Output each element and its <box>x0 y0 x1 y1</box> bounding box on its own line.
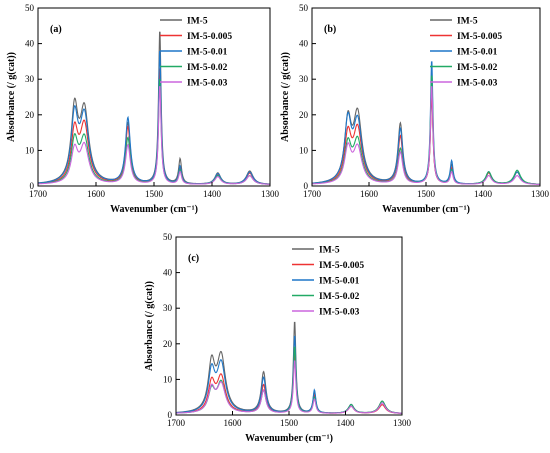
legend-label: IM-5-0.005 <box>457 32 502 42</box>
legend-label: IM-5 <box>319 246 340 256</box>
legend-label: IM-5-0.005 <box>319 261 364 271</box>
legend-label: IM-5 <box>187 17 208 27</box>
series-line-im-5-0-005 <box>38 68 270 185</box>
y-tick-label: 40 <box>163 268 173 278</box>
legend-label: IM-5-0.02 <box>319 292 360 302</box>
series-line-im-5-0-02 <box>176 346 402 414</box>
legend: IM-5 IM-5-0.005 IM-5-0.01 IM-5-0.02 IM-5-0.0… <box>430 17 502 89</box>
y-tick-label: 30 <box>163 303 173 313</box>
legend-label: IM-5-0.03 <box>457 79 498 89</box>
x-axis-label: Wavenumber (cm⁻¹) <box>382 204 470 215</box>
x-tick-label: 1400 <box>203 189 222 199</box>
series-line-im-5-0-01 <box>312 61 540 185</box>
y-tick-label: 10 <box>299 145 309 155</box>
legend-label: IM-5-0.01 <box>457 48 498 58</box>
series-line-im-5-0-03 <box>312 86 540 185</box>
panel-label: (a) <box>50 24 62 35</box>
y-axis-label: Absorbance (/ g(cat)) <box>144 281 155 371</box>
x-tick-label: 1500 <box>280 418 299 428</box>
y-tick-label: 50 <box>25 3 35 13</box>
x-tick-label: 1700 <box>303 189 322 199</box>
chart-panel-3: 0 10 20 30 40 50 1700 1600 1500 1400 1300 Wavenumbe… <box>144 232 412 444</box>
series-line-im-5-0-01 <box>176 335 402 414</box>
legend-label: IM-5-0.01 <box>319 277 360 287</box>
y-tick-label: 20 <box>163 339 173 349</box>
x-tick-label: 1400 <box>337 418 356 428</box>
x-tick-label: 1300 <box>261 189 280 199</box>
x-tick-label: 1700 <box>29 189 48 199</box>
x-tick-label: 1700 <box>167 418 186 428</box>
panel-label: (c) <box>188 253 199 264</box>
series-line-im-5-0-01 <box>38 50 270 185</box>
y-tick-label: 40 <box>25 39 35 49</box>
plot-frame <box>311 7 541 187</box>
x-axis-label: Wavenumber (cm⁻¹) <box>110 204 198 215</box>
legend-label: IM-5-0.03 <box>187 79 228 89</box>
x-tick-label: 1600 <box>360 189 379 199</box>
series-line-im-5 <box>38 31 270 185</box>
legend-label: IM-5-0.005 <box>187 32 232 42</box>
x-tick-label: 1300 <box>531 189 550 199</box>
x-tick-label: 1500 <box>417 189 436 199</box>
y-tick-label: 40 <box>299 39 309 49</box>
legend-label: IM-5 <box>457 17 478 27</box>
y-tick-label: 0 <box>168 410 173 420</box>
series-line-im-5 <box>176 321 402 414</box>
chart-panel-2: 0 10 20 30 40 50 1700 1600 1500 1400 1300 Wavenumbe… <box>280 3 550 215</box>
chart-panel-1: 0 10 20 30 40 50 1700 1600 1500 1400 1300 Wavenumbe… <box>6 3 280 215</box>
legend: IM-5 IM-5-0.005 IM-5-0.01 IM-5-0.02 IM-5-0.0… <box>160 17 232 89</box>
y-tick-label: 50 <box>163 232 173 242</box>
y-tick-label: 10 <box>163 374 173 384</box>
y-tick-label: 10 <box>25 145 35 155</box>
y-axis-label: Absorbance (/ g(cat)) <box>6 52 17 142</box>
y-tick-label: 20 <box>299 110 309 120</box>
legend-label: IM-5-0.03 <box>319 308 360 318</box>
legend-label: IM-5-0.01 <box>187 48 228 58</box>
y-tick-label: 30 <box>25 74 35 84</box>
y-tick-label: 0 <box>30 181 35 191</box>
panel-label: (b) <box>324 24 336 35</box>
x-tick-label: 1600 <box>87 189 106 199</box>
y-tick-label: 50 <box>299 3 309 13</box>
series-line-im-5-0-005 <box>312 92 540 185</box>
y-tick-label: 30 <box>299 74 309 84</box>
y-tick-label: 20 <box>25 110 35 120</box>
legend-label: IM-5-0.02 <box>187 63 228 73</box>
x-tick-label: 1300 <box>393 418 412 428</box>
x-tick-label: 1500 <box>145 189 164 199</box>
y-tick-label: 0 <box>304 181 309 191</box>
legend-label: IM-5-0.02 <box>457 63 498 73</box>
y-axis-label: Absorbance (/ g(cat)) <box>280 52 291 142</box>
series-line-im-5-0-03 <box>38 86 270 185</box>
legend: IM-5 IM-5-0.005 IM-5-0.01 IM-5-0.02 IM-5-0.0… <box>292 246 364 318</box>
x-axis-label: Wavenumber (cm⁻¹) <box>245 433 333 444</box>
x-tick-label: 1600 <box>224 418 243 428</box>
x-tick-label: 1400 <box>474 189 493 199</box>
series-line-im-5-0-03 <box>176 360 402 414</box>
plot-frame <box>37 7 271 187</box>
